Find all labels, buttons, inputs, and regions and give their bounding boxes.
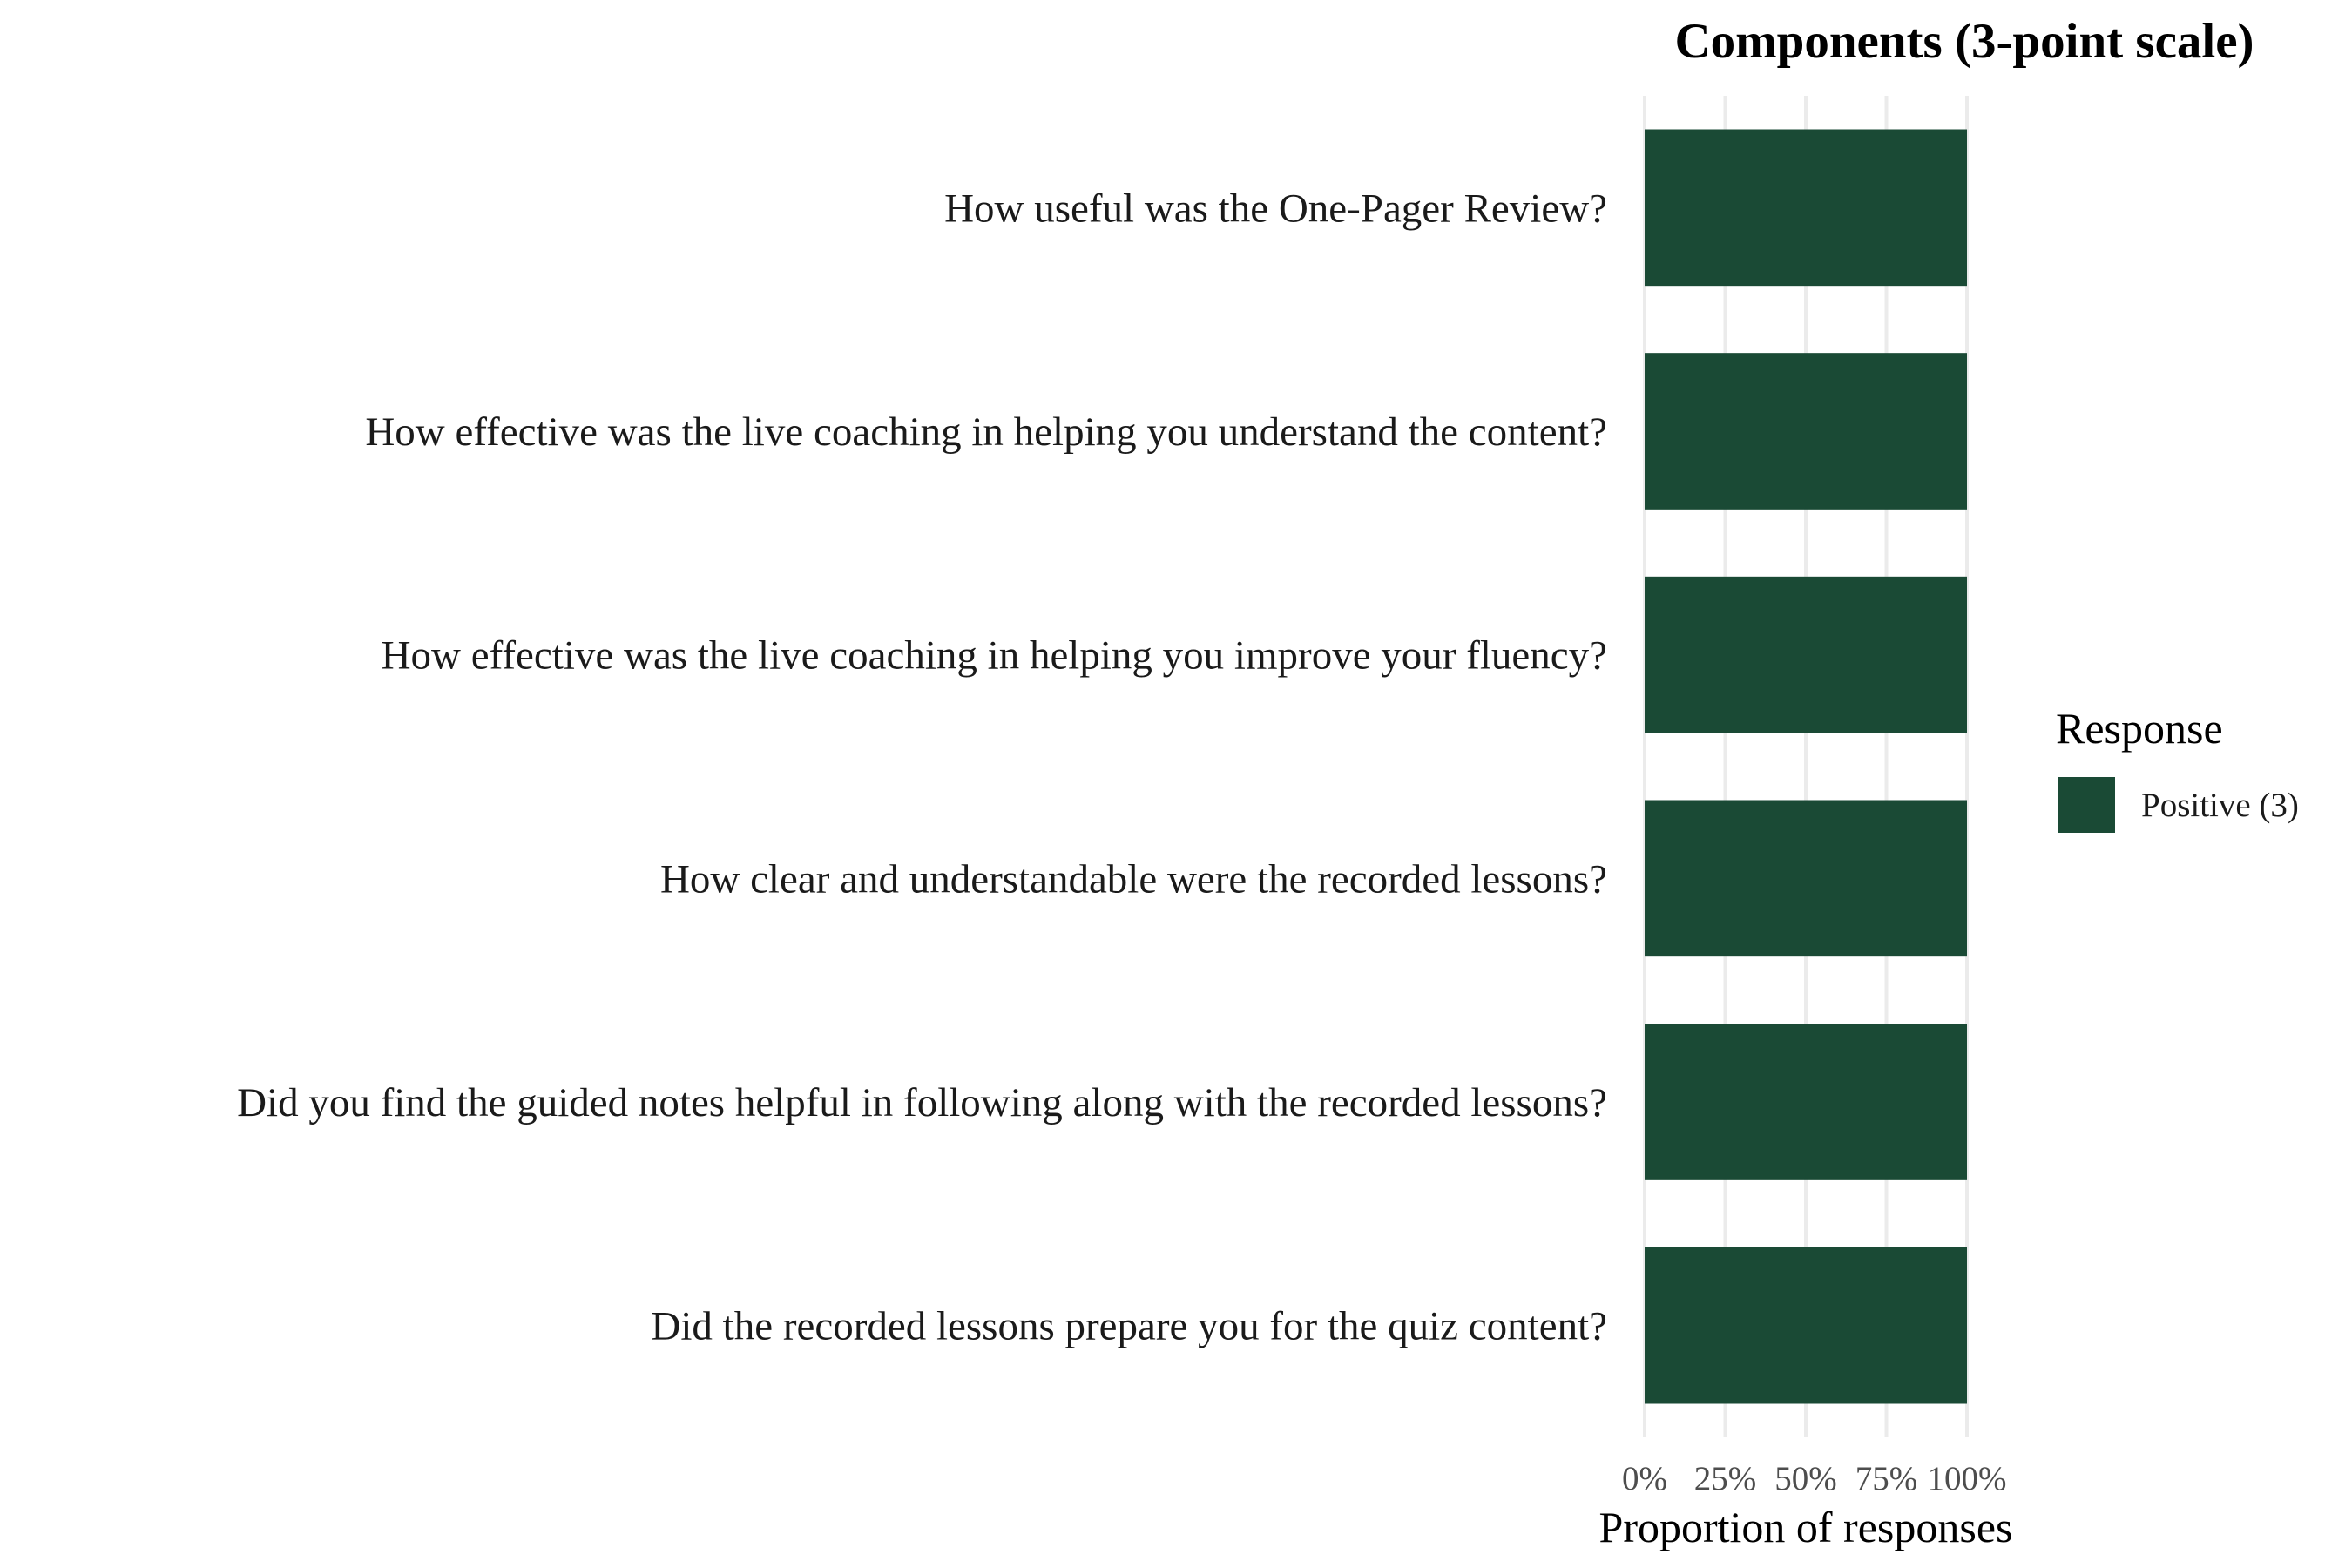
bar-0-series-0 bbox=[1645, 129, 1967, 287]
category-label-1: How effective was the live coaching in h… bbox=[365, 409, 1607, 455]
x-tick-label-3: 75% bbox=[1855, 1460, 1918, 1497]
x-tick-label-2: 50% bbox=[1774, 1460, 1837, 1497]
legend: Response Positive (3) bbox=[2056, 704, 2299, 833]
bar-1-series-0 bbox=[1645, 353, 1967, 510]
bar-5-series-0 bbox=[1645, 1247, 1967, 1404]
bar-layer bbox=[1645, 129, 1967, 1404]
grid-layer bbox=[1643, 96, 1969, 1437]
chart-title: Components (3-point scale) bbox=[1675, 14, 2254, 69]
category-label-4: Did you find the guided notes helpful in… bbox=[237, 1080, 1607, 1125]
category-labels: How useful was the One-Pager Review? How … bbox=[237, 186, 1607, 1348]
legend-items: Positive (3) bbox=[2058, 777, 2299, 833]
category-label-5: Did the recorded lessons prepare you for… bbox=[651, 1304, 1607, 1349]
x-tick-labels: 0% 25% 50% 75% 100% bbox=[1622, 1460, 2007, 1497]
category-label-3: How clear and understandable were the re… bbox=[660, 856, 1607, 902]
legend-title: Response bbox=[2056, 704, 2223, 753]
bar-2-series-0 bbox=[1645, 576, 1967, 733]
legend-swatch-0 bbox=[2058, 777, 2115, 833]
x-axis-title: Proportion of responses bbox=[1599, 1503, 2013, 1551]
legend-label-0: Positive (3) bbox=[2141, 787, 2299, 824]
category-label-0: How useful was the One-Pager Review? bbox=[944, 186, 1607, 231]
bar-3-series-0 bbox=[1645, 800, 1967, 957]
category-label-2: How effective was the live coaching in h… bbox=[382, 633, 1607, 679]
x-tick-label-1: 25% bbox=[1694, 1460, 1757, 1497]
x-tick-label-0: 0% bbox=[1622, 1460, 1667, 1497]
bar-4-series-0 bbox=[1645, 1024, 1967, 1180]
x-tick-label-4: 100% bbox=[1928, 1460, 2007, 1497]
